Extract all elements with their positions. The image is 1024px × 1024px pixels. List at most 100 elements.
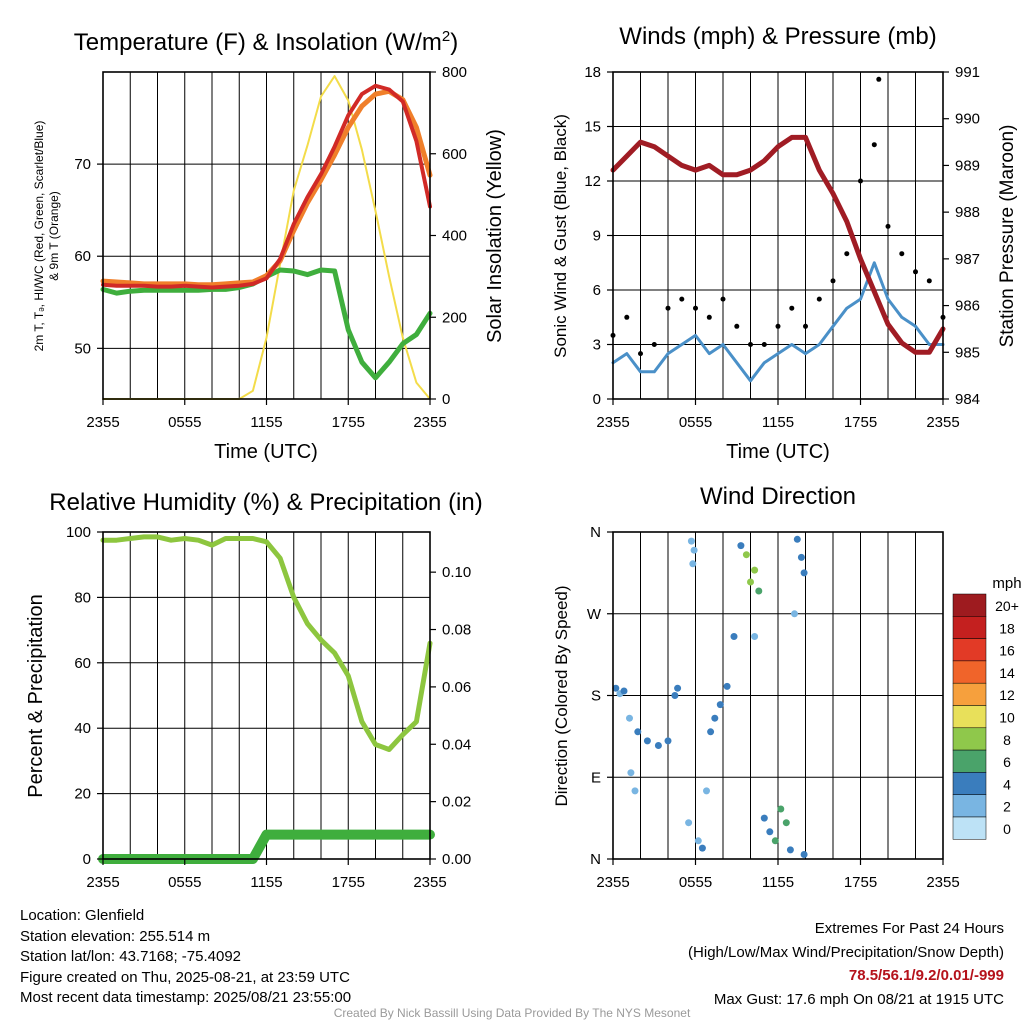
colorbar-label: 12 [999, 687, 1015, 703]
x-tick-label: 1755 [332, 874, 365, 891]
x-tick-label: 0555 [679, 414, 712, 431]
direction-series [612, 535, 808, 858]
y-tick-label-right: 400 [442, 228, 467, 245]
colorbar-swatch [952, 749, 987, 773]
y-tick-label-right: 0.06 [442, 679, 471, 696]
direction-point [782, 819, 790, 827]
direction-point [760, 814, 768, 822]
gust-point [638, 351, 643, 357]
colorbar-label: 2 [1003, 799, 1011, 815]
gust-point [679, 296, 685, 302]
y-tick-label-left: 20 [74, 786, 91, 803]
direction-point [631, 787, 639, 795]
y-tick-label-left: 60 [74, 655, 91, 672]
colorbar-label: 6 [1003, 754, 1011, 770]
gust-point [926, 278, 932, 284]
y-tick-label-right: 0.04 [442, 736, 471, 753]
direction-point [620, 687, 628, 695]
direction-panel: Wind Direction 2355 0555 1155 1755 2355 N E S W N… [552, 483, 1022, 891]
y-tick-label-right: 991 [955, 64, 980, 81]
gust-point [789, 305, 795, 311]
colorbar-label: 14 [999, 665, 1015, 681]
x-tick-label: 2355 [86, 414, 119, 431]
wind-xlabel: Time (UTC) [726, 441, 830, 463]
direction-point [800, 851, 808, 858]
direction-point [687, 537, 695, 545]
colorbar-label: 0 [1003, 821, 1011, 837]
y-tick-label-left: 50 [74, 340, 91, 357]
y-tick-label-right: 0 [442, 391, 450, 408]
y-tick-label-left: 9 [593, 228, 601, 245]
colorbar-swatch [952, 816, 987, 840]
y-tick-label-left: N [590, 524, 601, 541]
y-tick-label-right: 200 [442, 309, 467, 326]
temperature-grid [103, 72, 430, 399]
colorbar-title: mph [992, 575, 1021, 592]
direction-point [755, 587, 763, 595]
station-pressure-line [610, 134, 946, 355]
colorbar-swatch [952, 660, 987, 684]
temperature-panel-title: Temperature (F) & Insolation (W/m2) [74, 28, 458, 56]
y-tick-label-left: 0 [83, 851, 91, 868]
temperature-xlabel: Time (UTC) [214, 441, 318, 463]
colorbar-label: 20+ [995, 598, 1019, 614]
extremes-values: 78.5/56.1/9.2/0.01/-999 [848, 967, 1004, 984]
gust-point [693, 305, 698, 311]
y-tick-label-left: 0 [593, 391, 601, 408]
colorbar-label: 4 [1003, 776, 1011, 792]
direction-axes: 2355 0555 1155 1755 2355 N E S W N [587, 524, 960, 891]
y-tick-label-left: 15 [584, 119, 601, 136]
x-tick-label: 1155 [250, 874, 282, 891]
y-tick-label-right: 987 [955, 251, 980, 268]
figure-created: Figure created on Thu, 2025-08-21, at 23… [20, 968, 350, 986]
colorbar-label: 10 [999, 710, 1015, 726]
colorbar-swatch [952, 772, 987, 795]
relative-humidity-line [100, 534, 433, 752]
y-tick-label-left: 3 [593, 337, 601, 354]
y-tick-label-right: 986 [955, 298, 980, 315]
humidity-grid [103, 532, 430, 859]
direction-point [627, 769, 635, 777]
y-tick-label-left: 40 [74, 720, 91, 737]
y-tick-label-right: 985 [955, 344, 980, 361]
direction-point [777, 805, 785, 813]
y-tick-label-right: 984 [955, 391, 980, 408]
direction-point [793, 535, 801, 543]
extremes-description: (High/Low/Max Wind/Precipitation/Snow De… [688, 943, 1004, 961]
direction-point [791, 610, 798, 618]
direction-point [716, 701, 724, 709]
x-tick-label: 1755 [844, 414, 877, 431]
wind-ylabel-right: Station Pressure (Maroon) [997, 125, 1018, 348]
temp-2m-line [101, 83, 432, 290]
colorbar-swatch [952, 593, 987, 617]
direction-point [786, 846, 794, 854]
y-tick-label-right: 600 [442, 146, 467, 163]
direction-point [612, 684, 620, 692]
direction-point [737, 542, 745, 550]
gust-point [858, 178, 863, 184]
direction-point [654, 742, 662, 749]
y-tick-label-left: E [591, 769, 601, 786]
direction-panel-title: Wind Direction [700, 483, 856, 510]
wind-grid [613, 72, 943, 399]
temperature-ylabel-left-line1: 2m T, Tₔ, HI/WC (Red, Green, Scarlet/Blu… [32, 121, 46, 352]
max-gust-point [876, 76, 882, 82]
extremes-info: Extremes For Past 24 Hours (High/Low/Max… [688, 917, 1004, 1011]
gust-point [844, 251, 850, 257]
direction-point [707, 728, 715, 736]
direction-grid [613, 532, 943, 859]
y-tick-label-left: 100 [66, 524, 91, 541]
colorbar-swatch [952, 727, 987, 751]
direction-point [690, 546, 698, 554]
colorbar-swatch [952, 638, 987, 662]
x-tick-label: 2355 [86, 874, 119, 891]
x-tick-label: 1755 [844, 874, 877, 891]
direction-point [634, 728, 642, 736]
temperature-ylabel-left-line2: & 9m T (Orange) [47, 191, 61, 281]
gust-point [913, 269, 918, 275]
y-tick-label-right: 0.00 [442, 851, 471, 868]
direction-point [685, 819, 693, 827]
x-tick-label: 1155 [762, 414, 794, 431]
x-tick-label: 2355 [596, 414, 629, 431]
direction-point [674, 684, 682, 692]
